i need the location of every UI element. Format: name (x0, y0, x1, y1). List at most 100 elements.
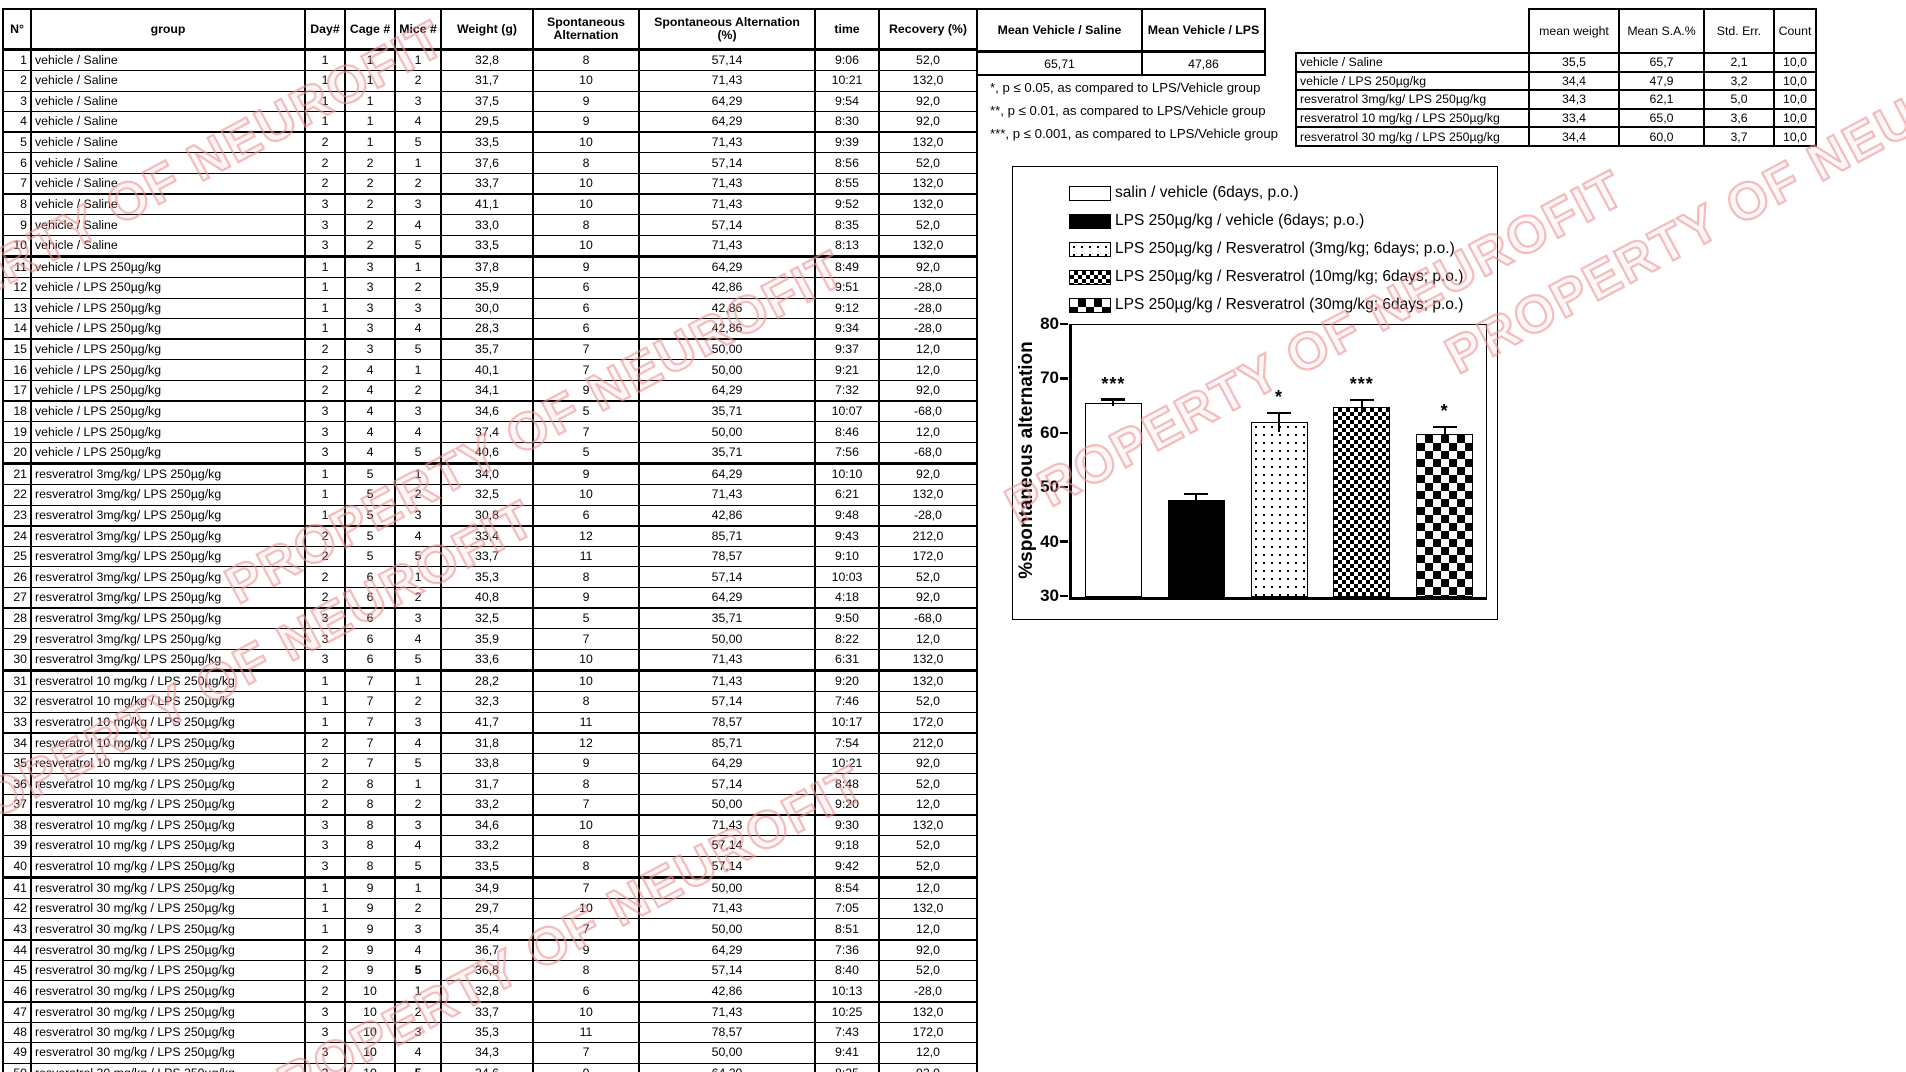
table-row: 41 resveratrol 30 mg/kg / LPS 250µg/kg 1 9 1… (2, 875, 978, 900)
recovery-cell: 52,0 (878, 855, 978, 878)
error-bar-cap (1349, 398, 1374, 402)
mice-cell: 5 (394, 441, 442, 464)
recovery-cell: 12,0 (878, 875, 978, 900)
recovery-cell: 12,0 (878, 338, 978, 361)
day-cell: 2 (304, 379, 346, 402)
recovery-cell: 132,0 (878, 193, 978, 216)
day-cell: 1 (304, 691, 346, 713)
time-cell: 8:22 (814, 628, 880, 650)
summary-value-cell: 35,5 (1528, 52, 1620, 73)
summary-row: resveratrol 10 mg/kg / LPS 250µg/kg 33,4 6… (1295, 107, 1817, 129)
weight-cell: 35,3 (440, 1021, 534, 1044)
mean-vehicle-lps-value: 47,86 (1141, 50, 1266, 77)
group-cell: resveratrol 10 mg/kg / LPS 250µg/kg (30, 753, 306, 775)
group-cell: resveratrol 10 mg/kg / LPS 250µg/kg (30, 835, 306, 857)
row-number: 30 (2, 648, 32, 671)
bar-white (1084, 402, 1142, 597)
mice-cell: 2 (394, 1000, 442, 1023)
table-row: 45 resveratrol 30 mg/kg / LPS 250µg/kg 2 9 5… (2, 960, 978, 982)
experiment-data-table: N° group Day# Cage # Mice # Weight (g) S… (2, 8, 978, 1072)
summary-value-cell: 3,6 (1703, 107, 1775, 129)
table-row: 15 vehicle / LPS 250µg/kg 2 3 5 35,7 7 50,00 9:3… (2, 338, 978, 361)
mean-vehicle-saline-value: 65,71 (976, 50, 1143, 77)
mice-cell: 5 (394, 234, 442, 257)
row-number: 16 (2, 359, 32, 381)
recovery-cell: 132,0 (878, 668, 978, 693)
error-bar (1360, 400, 1363, 414)
group-cell: resveratrol 30 mg/kg / LPS 250µg/kg (30, 1062, 306, 1072)
recovery-cell: 52,0 (878, 566, 978, 588)
day-cell: 1 (304, 317, 346, 340)
mice-cell: 5 (394, 1062, 442, 1072)
time-cell: 8:40 (814, 960, 880, 982)
weight-cell: 34,3 (440, 1042, 534, 1064)
table-row: 43 resveratrol 30 mg/kg / LPS 250µg/kg 1 9 3… (2, 918, 978, 941)
spontaneous-alternation-pct-cell: 50,00 (638, 338, 816, 361)
spontaneous-alternation-pct-cell: 85,71 (638, 524, 816, 548)
spontaneous-alternation-pct-cell: 85,71 (638, 731, 816, 755)
cage-cell: 6 (344, 586, 396, 609)
cage-cell: 4 (344, 359, 396, 381)
mice-cell: 5 (394, 753, 442, 775)
spontaneous-alternation-cell: 6 (532, 277, 640, 299)
time-cell: 7:46 (814, 691, 880, 713)
mice-cell: 2 (394, 691, 442, 713)
spontaneous-alternation-cell: 10 (532, 1000, 640, 1023)
row-number: 50 (2, 1062, 32, 1072)
sig-annotation: * (1440, 401, 1449, 422)
recovery-cell: 52,0 (878, 691, 978, 713)
weight-cell: 33,7 (440, 1000, 534, 1023)
row-number: 41 (2, 875, 32, 900)
y-tick-label: 50 (1040, 477, 1059, 497)
recovery-cell: 92,0 (878, 254, 978, 279)
group-cell: resveratrol 30 mg/kg / LPS 250µg/kg (30, 1042, 306, 1064)
cage-cell: 9 (344, 918, 396, 941)
weight-cell: 33,5 (440, 131, 534, 154)
mice-cell: 2 (394, 586, 442, 609)
spontaneous-alternation-pct-cell: 71,43 (638, 648, 816, 671)
group-cell: resveratrol 10 mg/kg / LPS 250µg/kg (30, 668, 306, 693)
recovery-cell: 12,0 (878, 918, 978, 941)
coarse-checker-swatch-icon (1069, 297, 1111, 313)
mice-cell: 2 (394, 793, 442, 816)
day-cell: 3 (304, 1000, 346, 1023)
mice-cell: 3 (394, 193, 442, 216)
weight-cell: 28,2 (440, 668, 534, 693)
group-cell: vehicle / Saline (30, 152, 306, 174)
time-cell: 6:21 (814, 484, 880, 506)
spontaneous-alternation-cell: 5 (532, 441, 640, 464)
day-cell: 3 (304, 193, 346, 216)
group-cell: vehicle / Saline (30, 48, 306, 72)
spontaneous-alternation-cell: 8 (532, 691, 640, 713)
summary-row: vehicle / LPS 250µg/kg 34,4 47,9 3,2 10,0 (1295, 70, 1817, 92)
spontaneous-alternation-cell: 10 (532, 898, 640, 920)
group-cell: vehicle / LPS 250µg/kg (30, 317, 306, 340)
time-cell: 9:37 (814, 338, 880, 361)
day-cell: 1 (304, 875, 346, 900)
time-cell: 8:56 (814, 152, 880, 174)
cage-cell: 1 (344, 131, 396, 154)
spontaneous-alternation-pct-cell: 71,43 (638, 172, 816, 195)
spontaneous-alternation-cell: 9 (532, 379, 640, 402)
recovery-cell: 92,0 (878, 586, 978, 609)
summary-value-cell: 47,9 (1618, 70, 1705, 92)
summary-value-cell: 60,0 (1618, 126, 1705, 147)
spontaneous-alternation-cell: 8 (532, 855, 640, 878)
spontaneous-alternation-cell: 10 (532, 193, 640, 216)
spontaneous-alternation-pct-cell: 71,43 (638, 234, 816, 257)
spontaneous-alternation-cell: 10 (532, 668, 640, 693)
row-number: 18 (2, 400, 32, 423)
spontaneous-alternation-pct-cell: 50,00 (638, 918, 816, 941)
time-cell: 8:35 (814, 214, 880, 236)
time-cell: 9:30 (814, 813, 880, 837)
row-number: 40 (2, 855, 32, 878)
table-row: 1 vehicle / Saline 1 1 1 32,8 8 57,14 9:06 52,0 (2, 48, 978, 72)
bar-chart-figure: salin / vehicle (6days, p.o.) LPS 250µg/k… (1012, 166, 1498, 620)
day-cell: 2 (304, 546, 346, 568)
summary-group-label: resveratrol 10 mg/kg / LPS 250µg/kg (1295, 107, 1530, 129)
row-number: 45 (2, 960, 32, 982)
day-cell: 2 (304, 152, 346, 174)
cage-cell: 1 (344, 110, 396, 133)
group-cell: resveratrol 30 mg/kg / LPS 250µg/kg (30, 938, 306, 962)
cage-cell: 2 (344, 172, 396, 195)
